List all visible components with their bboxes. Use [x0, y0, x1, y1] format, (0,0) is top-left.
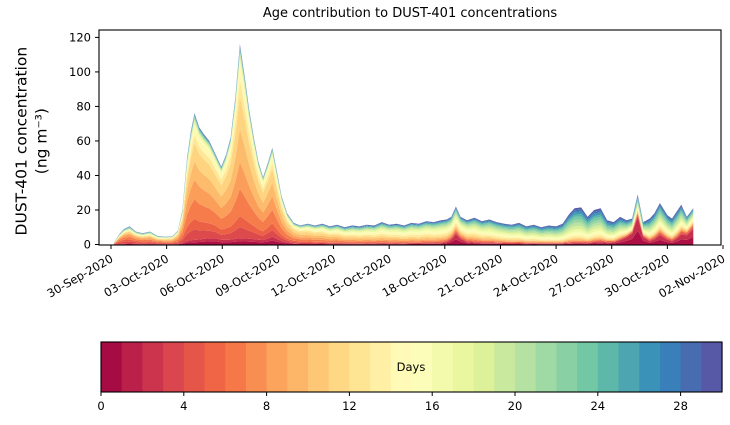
colorbar-segment	[101, 342, 123, 392]
colorbar-segment	[577, 342, 599, 392]
y-tick-label: 120	[69, 30, 91, 44]
colorbar-segment	[121, 342, 143, 392]
colorbar-segment	[618, 342, 640, 392]
age-band-area	[113, 96, 694, 244]
colorbar-tick-label: 16	[425, 399, 440, 413]
y-tick-label: 60	[76, 134, 91, 148]
colorbar-segment	[597, 342, 620, 392]
colorbar-segment	[535, 342, 557, 392]
chart-title: Age contribution to DUST-401 concentrati…	[262, 6, 558, 21]
colorbar-segment	[411, 342, 433, 392]
colorbar-segment	[245, 342, 268, 392]
colorbar-segment	[452, 342, 475, 392]
y-tick-label: 80	[76, 99, 91, 113]
colorbar-ticks: 0 4 8 12 16 20 24 28	[97, 392, 688, 413]
y-tick-label: 20	[76, 203, 91, 217]
colorbar-tick-label: 4	[180, 399, 187, 413]
colorbar-segment	[204, 342, 226, 392]
colorbar-segment	[287, 342, 309, 392]
colorbar-tick-label: 12	[342, 399, 357, 413]
colorbar-label: Days	[397, 360, 426, 374]
colorbar-segment	[142, 342, 164, 392]
colorbar-tick-label: 28	[673, 399, 688, 413]
axes-border	[98, 29, 722, 246]
colorbar-segment	[225, 342, 247, 392]
colorbar-segment	[659, 342, 682, 392]
y-tick-label: 40	[76, 168, 91, 182]
stacked-area-plot: 02040608010012030-Sep-202003-Oct-202006-…	[45, 29, 727, 301]
colorbar-segment	[515, 342, 537, 392]
colorbar-segment	[701, 342, 723, 392]
colorbar-segment	[266, 342, 288, 392]
colorbar-segment	[183, 342, 206, 392]
colorbar-segment	[680, 342, 702, 392]
colorbar-segment	[390, 342, 413, 392]
colorbar-segment	[328, 342, 350, 392]
colorbar-tick-label: 24	[590, 399, 605, 413]
colorbar-segment	[556, 342, 578, 392]
colorbar-segment	[370, 342, 392, 392]
colorbar-tick-label: 8	[263, 399, 270, 413]
colorbar-tick-label: 0	[97, 399, 104, 413]
colorbar-segment	[494, 342, 516, 392]
age-band-area	[113, 188, 694, 244]
age-band-area	[113, 161, 694, 244]
age-band-area	[113, 129, 694, 244]
y-tick-label: 100	[69, 65, 91, 79]
colorbar-gradient	[101, 342, 723, 392]
colorbar-segment	[349, 342, 371, 392]
colorbar-segment	[308, 342, 330, 392]
colorbar-tick-label: 20	[508, 399, 523, 413]
age-band-area	[113, 213, 694, 245]
colorbar: 0 4 8 12 16 20 24 28 Days	[97, 341, 723, 413]
colorbar-segment	[473, 342, 495, 392]
age-band-area	[113, 215, 694, 245]
colorbar-segment	[163, 342, 185, 392]
y-tick-label: 0	[84, 238, 91, 252]
colorbar-segment	[639, 342, 661, 392]
colorbar-segment	[432, 342, 454, 392]
age-band-area	[113, 230, 694, 245]
colorbar-border	[100, 341, 723, 393]
age-band-area	[113, 64, 694, 244]
age-band-area	[113, 80, 694, 244]
